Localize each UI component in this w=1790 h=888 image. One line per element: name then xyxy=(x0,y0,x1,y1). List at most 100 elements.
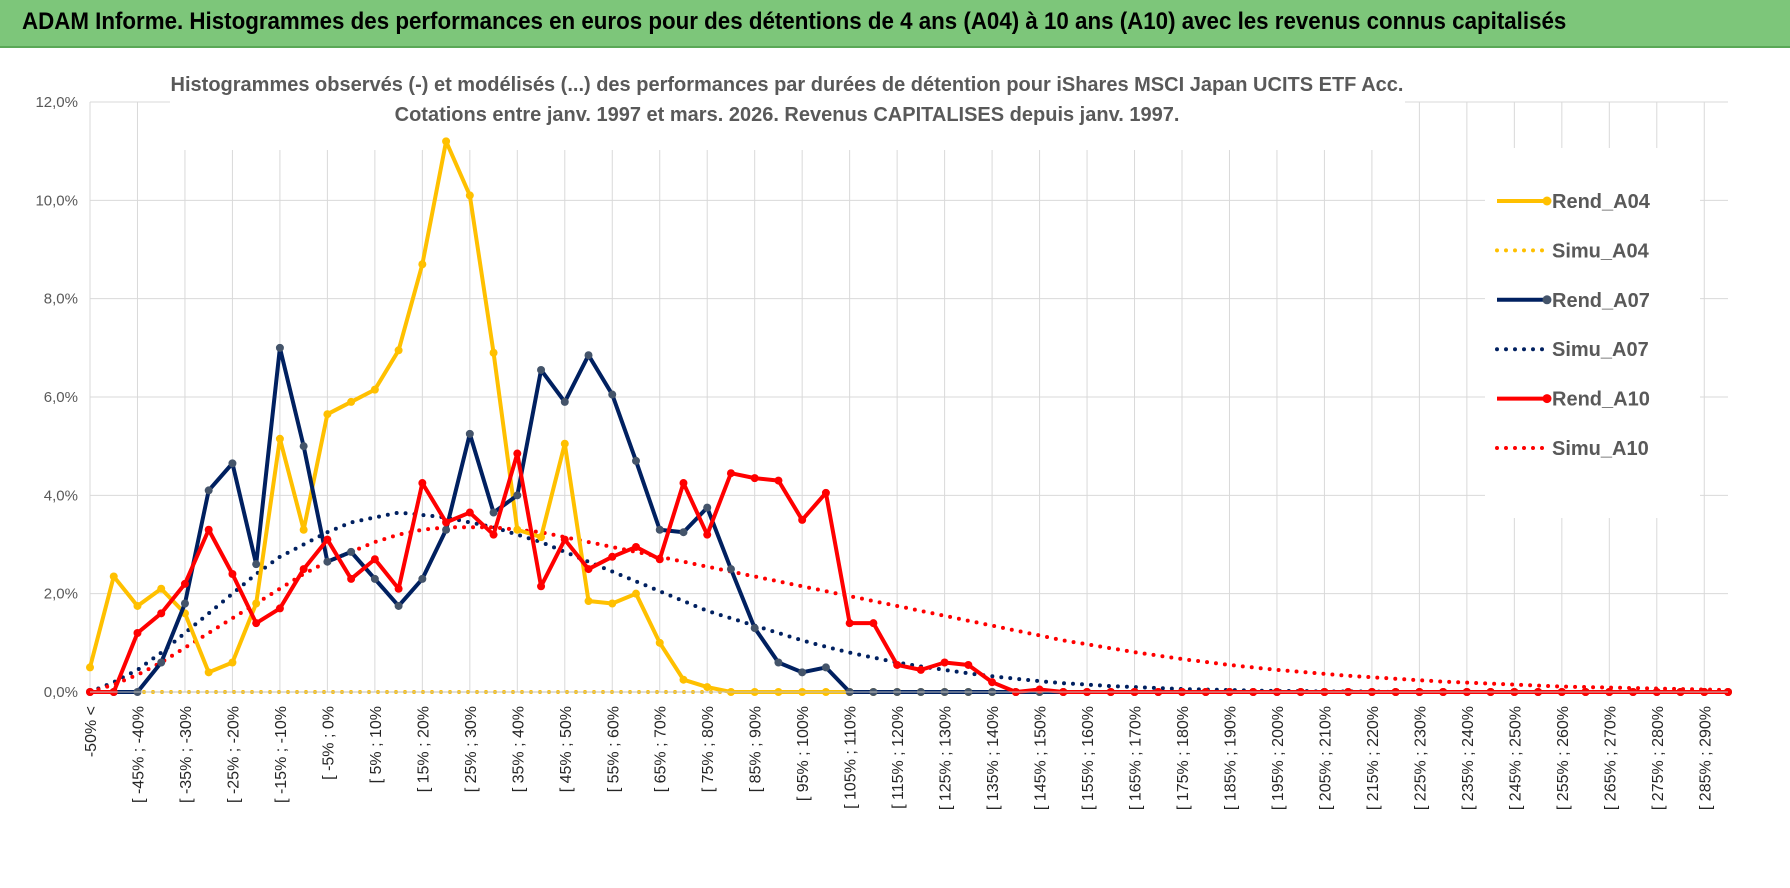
y-tick-label: 6,0% xyxy=(44,389,78,406)
data-point-rend_a07 xyxy=(180,599,189,608)
data-point-rend_a10 xyxy=(940,658,949,667)
legend-item-rend_a07: Rend_A07 xyxy=(1497,290,1650,312)
x-tick-label: [ 275% ; 280% xyxy=(1650,706,1667,810)
data-point-rend_a10 xyxy=(465,508,474,517)
data-point-rend_a07 xyxy=(632,456,640,465)
data-point-rend_a04 xyxy=(204,668,213,677)
data-point-rend_a07 xyxy=(347,547,356,556)
data-point-rend_a10 xyxy=(632,542,640,551)
data-point-rend_a04 xyxy=(418,260,427,269)
data-point-rend_a04 xyxy=(370,385,379,394)
data-point-rend_a07 xyxy=(442,525,451,534)
legend-marker xyxy=(1542,295,1552,305)
data-point-rend_a04 xyxy=(252,599,261,608)
data-point-rend_a04 xyxy=(323,410,332,419)
x-tick-label: [ 125% ; 130% xyxy=(938,706,955,810)
x-tick-label: [ 15% ; 20% xyxy=(415,706,432,792)
legend-label: Rend_A10 xyxy=(1552,389,1650,411)
data-point-rend_a04 xyxy=(442,137,451,146)
legend-item-rend_a10: Rend_A10 xyxy=(1497,389,1650,411)
chart-axes: 0,0% 2,0% 4,0% 6,0% 8,0% 10,0% 12,0% -50% < [ -4… xyxy=(35,94,1728,810)
data-point-rend_a07 xyxy=(608,390,617,399)
data-point-rend_a10 xyxy=(703,530,712,539)
legend-label: Simu_A04 xyxy=(1552,240,1650,262)
data-point-rend_a10 xyxy=(893,660,902,669)
data-point-rend_a10 xyxy=(370,555,379,564)
data-point-rend_a07 xyxy=(726,565,735,574)
y-tick-label: 4,0% xyxy=(44,487,78,504)
data-point-rend_a10 xyxy=(299,565,308,574)
y-tick-label: 2,0% xyxy=(44,586,78,603)
data-point-rend_a04 xyxy=(560,439,569,448)
data-point-rend_a04 xyxy=(608,599,617,608)
legend-background xyxy=(1485,148,1700,518)
x-tick-label: [ 65% ; 70% xyxy=(653,706,670,792)
performance-histogram-chart: 0,0% 2,0% 4,0% 6,0% 8,0% 10,0% 12,0% -50% < [ -4… xyxy=(35,68,1732,810)
x-tick-label: [ 225% ; 230% xyxy=(1412,706,1429,810)
report-banner-title: ADAM Informe. Histogrammes des performan… xyxy=(22,8,1567,35)
data-point-rend_a04 xyxy=(513,525,522,534)
data-point-rend_a10 xyxy=(560,535,569,544)
data-point-rend_a07 xyxy=(275,343,284,352)
data-point-rend_a07 xyxy=(418,574,427,583)
data-point-rend_a10 xyxy=(442,518,451,527)
data-point-rend_a07 xyxy=(584,351,593,360)
legend-item-simu_a04: Simu_A04 xyxy=(1495,240,1650,262)
y-tick-label: 10,0% xyxy=(35,192,78,209)
data-point-rend_a10 xyxy=(204,525,213,534)
x-tick-label: [ -15% ; -10% xyxy=(273,706,290,803)
series-line-simu_a07 xyxy=(88,510,1730,694)
data-point-rend_a04 xyxy=(632,589,640,598)
x-tick-label: [ 255% ; 260% xyxy=(1555,706,1572,810)
data-point-rend_a07 xyxy=(821,663,830,672)
data-point-rend_a04 xyxy=(537,533,546,542)
x-tick-label: [ 85% ; 90% xyxy=(748,706,765,792)
x-tick-label: [ 95% ; 100% xyxy=(795,706,812,801)
data-point-rend_a07 xyxy=(750,624,759,633)
x-tick-label: [ -25% ; -20% xyxy=(225,706,242,803)
x-tick-label: [ 215% ; 220% xyxy=(1365,706,1382,810)
x-tick-label: [ 265% ; 270% xyxy=(1602,706,1619,810)
x-tick-label: [ 165% ; 170% xyxy=(1128,706,1145,810)
data-point-rend_a07 xyxy=(299,442,308,451)
x-tick-label: [ -45% ; -40% xyxy=(130,706,147,803)
data-point-rend_a10 xyxy=(252,619,261,628)
report-banner: ADAM Informe. Histogrammes des performan… xyxy=(0,0,1790,48)
data-point-rend_a07 xyxy=(489,508,498,517)
data-point-rend_a04 xyxy=(489,348,498,357)
data-point-rend_a10 xyxy=(845,619,854,628)
legend-item-simu_a10: Simu_A10 xyxy=(1495,438,1649,460)
legend-marker xyxy=(1542,394,1552,404)
data-point-rend_a10 xyxy=(798,515,807,524)
data-point-rend_a10 xyxy=(228,570,237,578)
data-point-rend_a04 xyxy=(109,572,118,581)
x-tick-label: [ 135% ; 140% xyxy=(985,706,1002,810)
x-tick-label: [ 185% ; 190% xyxy=(1222,706,1239,810)
data-point-rend_a10 xyxy=(489,530,498,539)
data-point-rend_a07 xyxy=(204,486,213,495)
data-point-rend_a07 xyxy=(370,574,379,583)
data-point-rend_a10 xyxy=(347,574,356,583)
legend-label: Simu_A10 xyxy=(1552,438,1649,460)
series-line-rend_a07 xyxy=(90,345,1728,694)
legend-label: Simu_A07 xyxy=(1552,339,1649,361)
data-point-rend_a10 xyxy=(323,535,332,544)
legend-marker xyxy=(1542,196,1552,206)
data-point-rend_a07 xyxy=(323,557,332,566)
series-line-rend_a04 xyxy=(88,139,1728,694)
x-tick-label: [ 285% ; 290% xyxy=(1697,706,1714,810)
data-point-rend_a10 xyxy=(275,604,284,613)
y-tick-label: 12,0% xyxy=(35,94,78,111)
data-point-rend_a07 xyxy=(537,365,546,374)
chart-legend: Rend_A04 Simu_A04 Rend_A07 Simu_A07 Rend_A10… xyxy=(1485,148,1700,518)
data-point-rend_a10 xyxy=(774,476,783,485)
x-tick-label: [ 35% ; 40% xyxy=(510,706,527,792)
data-point-rend_a07 xyxy=(560,397,569,406)
series-line-rend_a10 xyxy=(90,451,1728,694)
data-point-rend_a10 xyxy=(988,678,997,687)
data-point-rend_a10 xyxy=(869,619,878,628)
x-tick-label: [ 25% ; 30% xyxy=(463,706,480,792)
data-point-rend_a10 xyxy=(750,474,759,483)
x-tick-label: [ 155% ; 160% xyxy=(1080,706,1097,810)
data-point-rend_a07 xyxy=(394,601,403,610)
